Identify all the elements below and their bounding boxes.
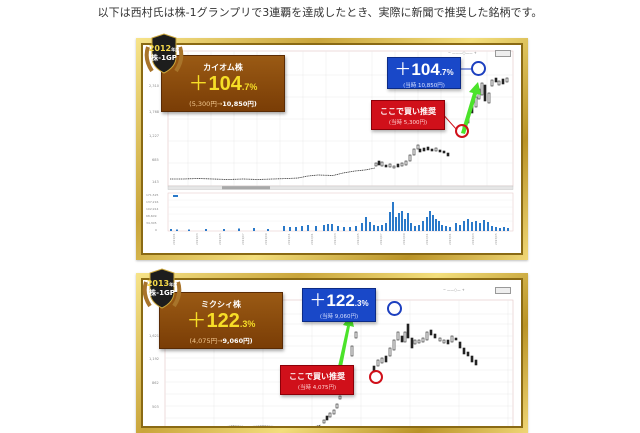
price-range: (5,300円→10,850円) [189, 100, 257, 108]
svg-text:2013/01: 2013/01 [448, 233, 452, 245]
svg-text:2011/03: 2011/03 [195, 233, 199, 245]
sell-point-marker [471, 61, 486, 76]
stock-panel-2013: 1,621 1,192 862 503 [136, 273, 528, 433]
svg-text:2011/01: 2011/01 [172, 233, 176, 245]
reset-zoom-button[interactable] [495, 50, 511, 57]
price-range: (4,075円→9,060円) [189, 337, 253, 345]
svg-text:2011/09: 2011/09 [264, 233, 268, 245]
svg-text:68,609: 68,609 [146, 214, 157, 218]
svg-text:2011/11: 2011/11 [287, 233, 291, 245]
chart-zoom-controls[interactable]: − ——○— + [443, 288, 465, 292]
svg-text:171,525: 171,525 [146, 193, 158, 197]
svg-text:2012/11: 2012/11 [425, 233, 429, 245]
sell-callout: ＋122.3% (当時 9,060円) [302, 288, 376, 322]
svg-text:2012/01: 2012/01 [310, 233, 314, 245]
stock-name: ミクシィ株 [201, 300, 241, 309]
chart-frame: 2,310 1,768 1,227 685 143 [141, 43, 523, 255]
svg-text:2011/07: 2011/07 [241, 233, 245, 245]
svg-text:1,621: 1,621 [149, 334, 159, 338]
svg-text:2012/09: 2012/09 [402, 233, 406, 245]
svg-text:862: 862 [152, 381, 159, 385]
svg-text:0: 0 [155, 228, 157, 232]
chart-zoom-controls[interactable]: − ———○—— + [448, 51, 477, 55]
sell-callout: ＋104.7% (当時 10,850円) [387, 57, 461, 89]
stock-gain: ＋122.3% [186, 310, 256, 332]
buy-callout: ここで買い推奨 (当時 4,075円) [280, 365, 354, 395]
svg-text:2012/07: 2012/07 [379, 233, 383, 245]
svg-text:2012/05: 2012/05 [356, 233, 360, 245]
buy-point-marker [369, 370, 383, 384]
chart-frame: 1,621 1,192 862 503 [141, 278, 523, 428]
svg-text:34,305: 34,305 [146, 221, 157, 225]
buy-point-marker [455, 124, 469, 138]
stock-summary-box: ミクシィ株 ＋122.3% (4,075円→9,060円) [159, 292, 283, 349]
intro-text: 以下は西村氏は株-1グランプリで3連覇を達成したとき、実際に新聞で推奨した銘柄で… [97, 6, 543, 19]
svg-text:102,914: 102,914 [146, 207, 158, 211]
svg-text:143: 143 [152, 180, 159, 184]
stock-name: カイオム株 [203, 63, 243, 72]
svg-text:1,768: 1,768 [149, 110, 159, 114]
svg-text:1,192: 1,192 [149, 357, 159, 361]
award-badge-icon [144, 33, 184, 74]
award-badge: 2013年度 株-1GP [146, 279, 178, 298]
award-badge-icon [142, 268, 182, 309]
svg-text:685: 685 [152, 158, 159, 162]
svg-text:2,310: 2,310 [149, 84, 159, 88]
arrow-icon [461, 82, 481, 134]
stock-gain: ＋104.7% [188, 73, 258, 95]
svg-text:2013/05: 2013/05 [494, 233, 498, 245]
svg-text:2013/03: 2013/03 [471, 233, 475, 245]
sell-point-marker [387, 301, 402, 316]
reset-zoom-button[interactable] [495, 287, 511, 294]
svg-text:503: 503 [152, 405, 159, 409]
arrow-icon [337, 314, 354, 372]
award-badge: 2012年度 株-1GP [148, 44, 180, 63]
svg-text:137,216: 137,216 [146, 200, 158, 204]
buy-callout: ここで買い推奨 (当時 5,300円) [371, 100, 445, 130]
svg-text:1,227: 1,227 [149, 134, 159, 138]
svg-text:2011/05: 2011/05 [218, 233, 222, 245]
svg-text:2012/03: 2012/03 [333, 233, 337, 245]
stock-panel-2012: 2,310 1,768 1,227 685 143 [136, 38, 528, 260]
stock-summary-box: カイオム株 ＋104.7% (5,300円→10,850円) [161, 55, 285, 112]
